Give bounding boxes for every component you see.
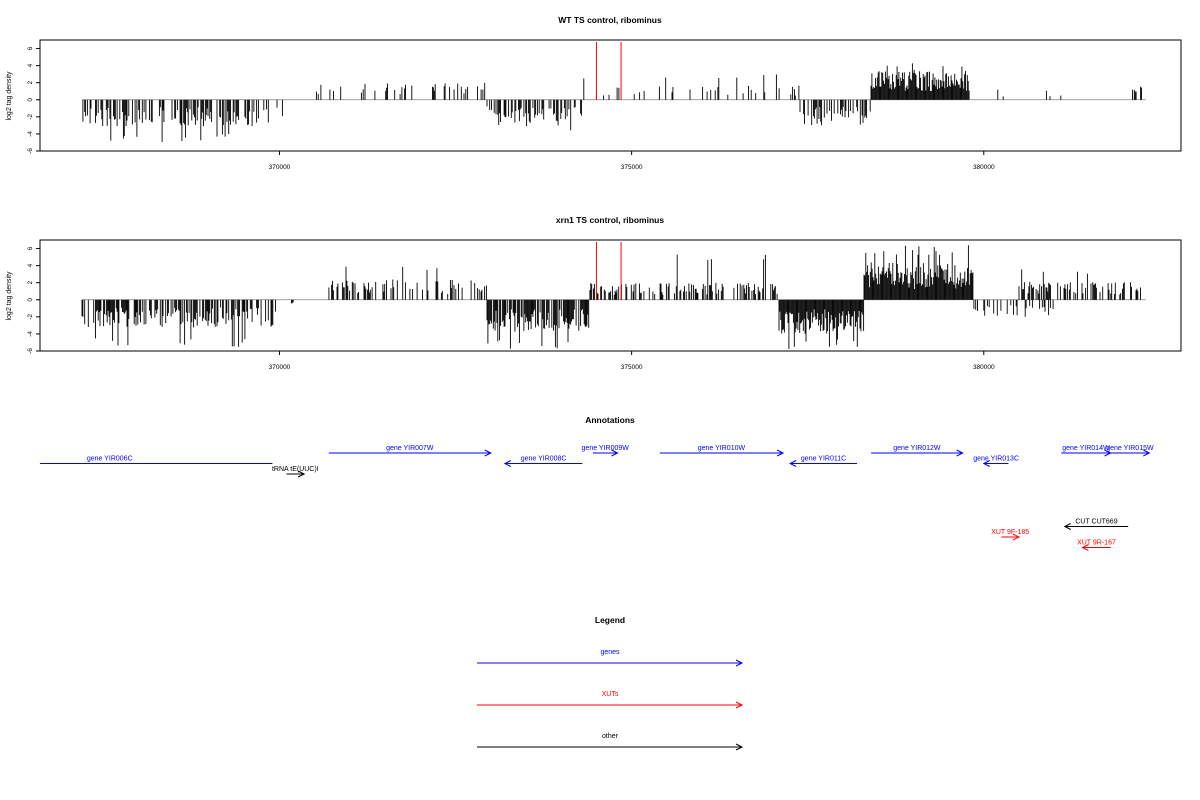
wt-coverage-panel: WT TS control, ribominus log2 tag densit… (6, 15, 1182, 171)
y-tick-label: 6 (27, 246, 34, 250)
arrowhead (1063, 523, 1072, 530)
x-tick-label: 370000 (269, 164, 291, 171)
plot-frame (39, 39, 1182, 152)
bar-layer (81, 245, 1146, 349)
legend-items: genes XUTs other (477, 649, 744, 751)
feature-label: tRNA tE(UUC)I (272, 466, 319, 473)
x-tick-label: 375000 (621, 364, 643, 371)
y-tick-label: 2 (27, 81, 34, 85)
arrowhead (1081, 544, 1089, 551)
feature-label: XUT 9F-185 (991, 529, 1029, 536)
feature-label: gene YIR012W (893, 445, 941, 452)
y-tick-label: 0 (27, 98, 34, 102)
feature-label: gene YIR013C (973, 456, 1019, 463)
x-tick-label: 375000 (621, 164, 643, 171)
marker-layer (595, 42, 622, 100)
bar-layer (82, 63, 1146, 142)
arrowhead (297, 470, 306, 478)
feature-label: gene YIR008C (521, 456, 567, 463)
x-tick-label: 370000 (269, 364, 291, 371)
legend-label: other (602, 733, 619, 740)
arrowhead (982, 460, 991, 467)
panel-title: xrn1 TS control, ribominus (556, 215, 664, 225)
y-tick-label: -2 (27, 314, 34, 320)
y-tick-label: -6 (27, 348, 34, 354)
feature-label: gene YIR010W (698, 445, 746, 452)
legend-label: XUTs (602, 691, 619, 698)
xrn1-coverage-panel: xrn1 TS control, ribominus log2 tag dens… (6, 215, 1182, 371)
feature-label: gene YIR011C (801, 456, 846, 463)
arrowhead (1143, 449, 1151, 457)
feature-label: CUT CUT669 (1075, 519, 1117, 526)
feature-label: gene YIR006C (87, 456, 133, 463)
x-tick-label: 380000 (973, 164, 995, 171)
annotations-title: Annotations (585, 415, 635, 425)
y-tick-label: -6 (27, 148, 34, 154)
legend-arrowhead (735, 701, 744, 709)
tick-layer: -6 -4 -2 0 2 4 6 370000 375000 380000 (27, 246, 995, 371)
arrowhead (776, 449, 785, 457)
y-tick-label: -4 (27, 331, 34, 337)
legend: Legend genes XUTs other (477, 615, 744, 751)
feature-label: gene YIR015W (1106, 445, 1154, 452)
arrowhead (788, 460, 797, 467)
arrowhead (956, 449, 964, 457)
tick-layer: -6 -4 -2 0 2 4 6 370000 375000 380000 (27, 46, 995, 171)
y-axis-label: log2 tag density (6, 71, 13, 121)
feature-label: gene YIR009W (582, 445, 630, 452)
legend-title: Legend (595, 615, 625, 625)
panel-title: WT TS control, ribominus (558, 15, 662, 25)
feature-label: gene YIR007W (386, 445, 434, 452)
arrowhead (484, 449, 492, 457)
y-tick-label: 2 (27, 281, 34, 285)
feature-layer: gene YIR006C tRNA tE(UUC)I gene YIR007W gen… (40, 445, 1154, 551)
y-tick-label: 0 (27, 298, 34, 302)
feature-label: XUT 9R-167 (1077, 540, 1116, 547)
arrowhead (1012, 533, 1021, 541)
plot-frame (39, 239, 1182, 352)
feature-label: gene YIR014W (1062, 445, 1110, 452)
arrowhead (503, 460, 512, 467)
legend-label: genes (600, 649, 620, 656)
arrowhead (611, 449, 619, 457)
x-tick-label: 380000 (973, 364, 995, 371)
legend-arrowhead (735, 743, 744, 751)
y-tick-label: 4 (27, 63, 34, 67)
y-axis-label: log2 tag density (6, 271, 13, 321)
y-tick-label: 6 (27, 46, 34, 50)
y-tick-label: -2 (27, 114, 34, 120)
legend-arrowhead (735, 659, 744, 667)
y-tick-label: 4 (27, 263, 34, 267)
marker-layer (595, 242, 622, 300)
y-tick-label: -4 (27, 131, 34, 137)
